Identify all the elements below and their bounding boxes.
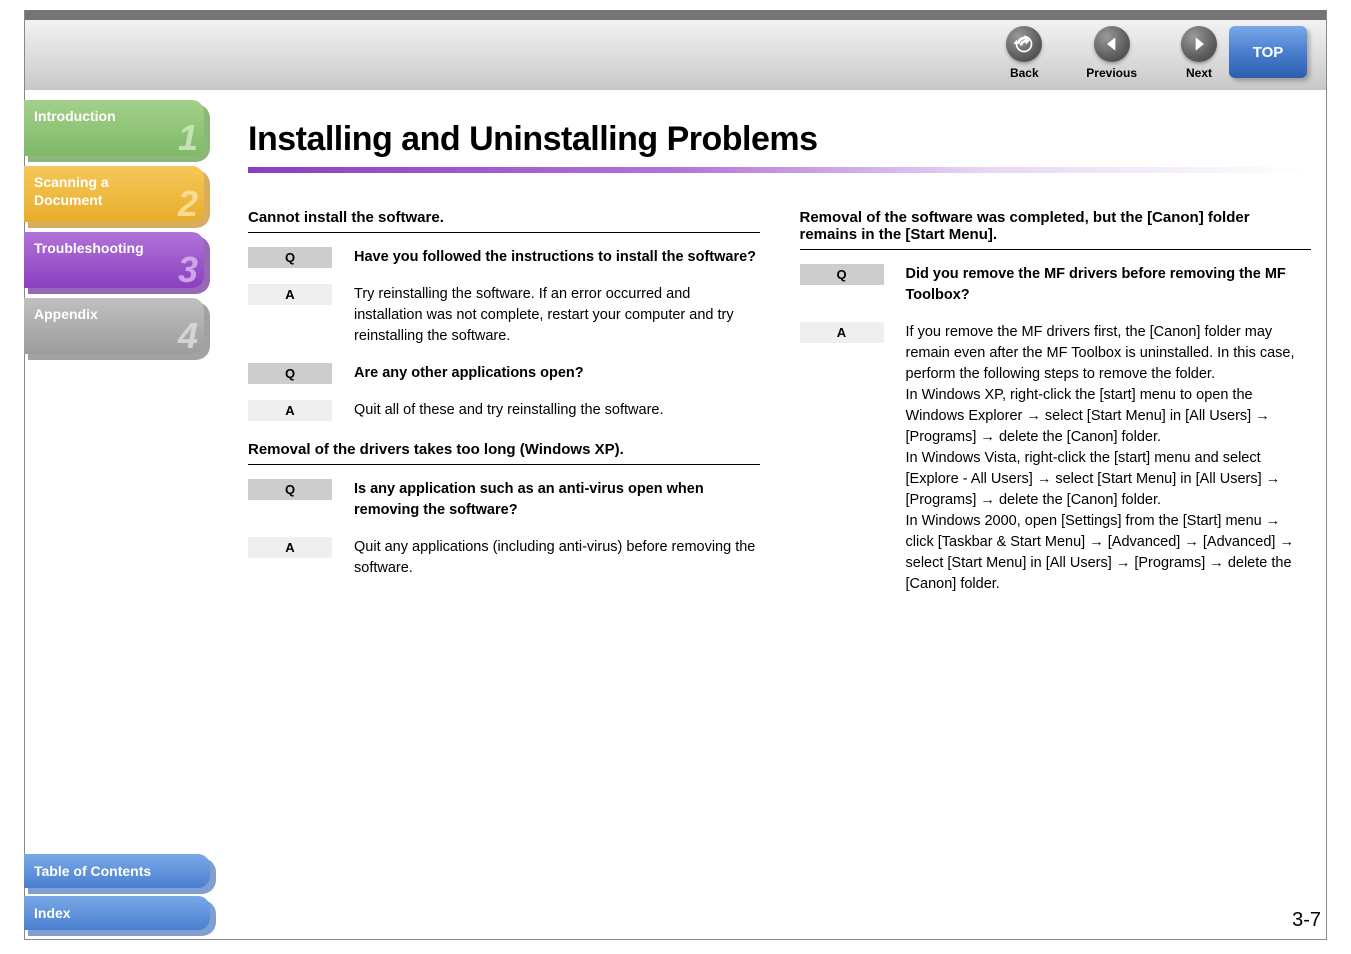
main-content: Installing and Uninstalling Problems Can…	[248, 120, 1311, 611]
qa-row: A Quit any applications (including anti-…	[248, 537, 760, 579]
q-badge: Q	[248, 247, 332, 268]
sidebar-label: Introduction	[34, 108, 116, 126]
index-button[interactable]: Index	[24, 896, 210, 930]
sidebar-item-troubleshooting[interactable]: Troubleshooting3	[24, 232, 204, 288]
question-text: Are any other applications open?	[354, 363, 584, 384]
back-label: Back	[1010, 66, 1039, 80]
a-badge: A	[248, 284, 332, 305]
back-icon	[1006, 26, 1042, 62]
page-number: 3-7	[1292, 909, 1321, 932]
question-text: Did you remove the MF drivers before rem…	[906, 264, 1312, 306]
top-label: TOP	[1253, 44, 1284, 61]
sidebar-item-scanning[interactable]: Scanning a Document2	[24, 166, 204, 222]
sidebar-num: 3	[178, 247, 198, 292]
toc-button[interactable]: Table of Contents	[24, 854, 210, 888]
sidebar-label: Troubleshooting	[34, 240, 144, 258]
qa-row: Q Are any other applications open?	[248, 363, 760, 384]
previous-button[interactable]: Previous	[1086, 26, 1137, 80]
question-text: Have you followed the instructions to in…	[354, 247, 756, 268]
toc-label: Table of Contents	[34, 863, 151, 879]
section-heading: Removal of the software was completed, b…	[800, 209, 1312, 250]
question-text: Is any application such as an anti-virus…	[354, 479, 760, 521]
sidebar-num: 2	[178, 181, 198, 226]
page-title: Installing and Uninstalling Problems	[248, 120, 1311, 159]
top-strip	[24, 10, 1327, 20]
q-badge: Q	[248, 479, 332, 500]
sidebar-num: 1	[178, 115, 198, 160]
q-badge: Q	[248, 363, 332, 384]
section-heading: Removal of the drivers takes too long (W…	[248, 441, 760, 465]
answer-text: Quit any applications (including anti-vi…	[354, 537, 760, 579]
q-badge: Q	[800, 264, 884, 285]
sidebar-item-introduction[interactable]: Introduction1	[24, 100, 204, 156]
sidebar-num: 4	[178, 313, 198, 358]
answer-text: If you remove the MF drivers first, the …	[906, 322, 1312, 595]
content-columns: Cannot install the software. Q Have you …	[248, 209, 1311, 611]
column-right: Removal of the software was completed, b…	[800, 209, 1312, 611]
sidebar-label: Appendix	[34, 306, 98, 324]
answer-text: Try reinstalling the software. If an err…	[354, 284, 760, 347]
nav-buttons: Back Previous Next	[1006, 26, 1217, 80]
title-rule	[248, 167, 1311, 173]
answer-text: Quit all of these and try reinstalling t…	[354, 400, 664, 421]
previous-icon	[1094, 26, 1130, 62]
qa-row: A Try reinstalling the software. If an e…	[248, 284, 760, 347]
a-badge: A	[248, 537, 332, 558]
header-bar: Back Previous Next TOP	[24, 20, 1327, 90]
sidebar-item-appendix[interactable]: Appendix4	[24, 298, 204, 354]
a-badge: A	[248, 400, 332, 421]
qa-row: Q Have you followed the instructions to …	[248, 247, 760, 268]
qa-row: A If you remove the MF drivers first, th…	[800, 322, 1312, 595]
bottom-tabs: Table of Contents Index	[24, 846, 210, 930]
qa-row: A Quit all of these and try reinstalling…	[248, 400, 760, 421]
qa-row: Q Did you remove the MF drivers before r…	[800, 264, 1312, 306]
index-label: Index	[34, 905, 71, 921]
section-heading: Cannot install the software.	[248, 209, 760, 233]
next-label: Next	[1186, 66, 1212, 80]
next-icon	[1181, 26, 1217, 62]
next-button[interactable]: Next	[1181, 26, 1217, 80]
sidebar: Introduction1 Scanning a Document2 Troub…	[24, 100, 204, 364]
previous-label: Previous	[1086, 66, 1137, 80]
qa-row: Q Is any application such as an anti-vir…	[248, 479, 760, 521]
sidebar-label: Scanning a Document	[34, 174, 109, 209]
top-button[interactable]: TOP	[1229, 26, 1307, 78]
column-left: Cannot install the software. Q Have you …	[248, 209, 760, 611]
a-badge: A	[800, 322, 884, 343]
back-button[interactable]: Back	[1006, 26, 1042, 80]
